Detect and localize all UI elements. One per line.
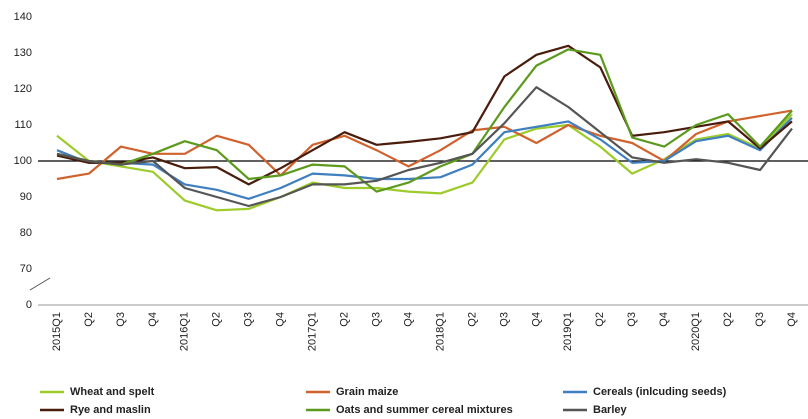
series-line — [56, 109, 793, 181]
x-tick-label: Q2 — [722, 312, 734, 327]
legend-label: Cereals (inlcuding seeds) — [593, 386, 727, 398]
axis-break — [29, 277, 51, 291]
y-tick-label: 0 — [26, 299, 32, 311]
legend-label: Rye and maslin — [70, 404, 151, 416]
legend-label: Barley — [593, 404, 628, 416]
y-tick-label: 100 — [14, 155, 32, 167]
x-tick-label: Q3 — [498, 312, 510, 327]
x-tick-label: Q3 — [754, 312, 766, 327]
x-tick-label: Q3 — [115, 312, 127, 327]
x-tick-label: Q2 — [211, 312, 223, 327]
x-tick-label: 2017Q1 — [307, 312, 319, 351]
x-tick-label: Q4 — [147, 312, 159, 327]
x-tick-label: Q4 — [786, 312, 798, 327]
x-tick-label: Q3 — [370, 312, 382, 327]
series-line — [56, 86, 793, 208]
x-tick-label: Q2 — [466, 312, 478, 327]
y-tick-label: 140 — [14, 11, 32, 23]
x-tick-label: Q2 — [339, 312, 351, 327]
x-tick-label: 2016Q1 — [179, 312, 191, 351]
x-tick-label: Q4 — [275, 312, 287, 327]
series-line — [56, 117, 793, 200]
y-tick-label: 120 — [14, 83, 32, 95]
y-tick-label: 110 — [14, 119, 32, 131]
x-tick-label: Q4 — [530, 312, 542, 327]
x-tick-label: Q3 — [243, 312, 255, 327]
y-tick-label: 130 — [14, 47, 32, 59]
x-tick-label: Q4 — [658, 312, 670, 327]
y-tick-label: 80 — [20, 227, 32, 239]
x-tick-label: 2019Q1 — [562, 312, 574, 351]
break-mark — [29, 277, 51, 291]
y-tick-label: 70 — [20, 263, 32, 275]
x-tick-label: 2020Q1 — [690, 312, 702, 351]
x-tick-label: Q2 — [83, 312, 95, 327]
x-tick-label: 2018Q1 — [434, 312, 446, 351]
x-tick-label: Q4 — [402, 312, 414, 327]
x-tick-label: 2015Q1 — [51, 312, 63, 351]
y-tick-label: 90 — [20, 191, 32, 203]
x-tick-label: Q3 — [626, 312, 638, 327]
x-tick-label: Q2 — [594, 312, 606, 327]
legend-label: Wheat and spelt — [70, 386, 155, 398]
legend-label: Grain maize — [336, 386, 398, 398]
series-line — [56, 48, 793, 193]
series-line — [56, 44, 793, 186]
legend-label: Oats and summer cereal mixtures — [336, 404, 513, 416]
